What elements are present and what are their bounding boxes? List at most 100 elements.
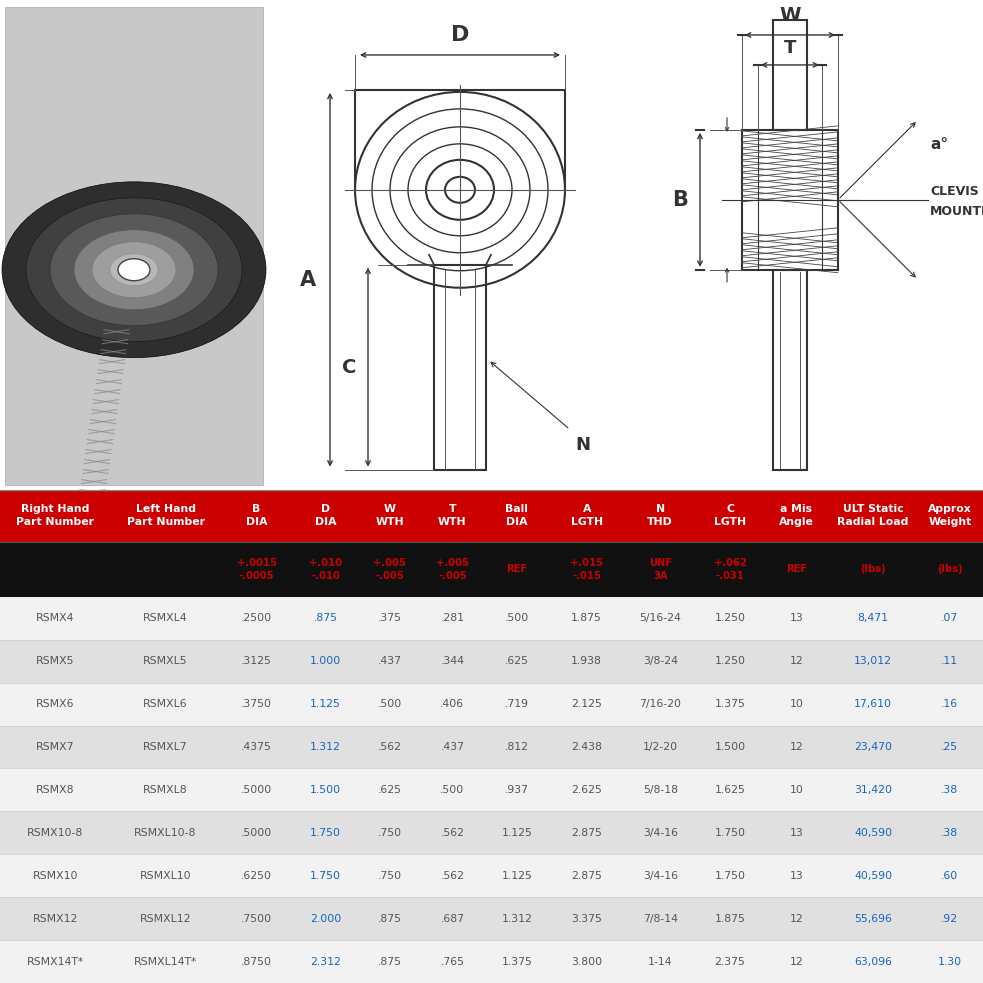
Text: 3.800: 3.800 bbox=[571, 956, 603, 966]
Text: RSMXL8: RSMXL8 bbox=[144, 784, 188, 795]
Text: .812: .812 bbox=[505, 742, 529, 752]
Ellipse shape bbox=[74, 230, 194, 310]
Text: 2.875: 2.875 bbox=[571, 871, 603, 881]
Text: .500: .500 bbox=[440, 784, 465, 795]
Text: W
WTH: W WTH bbox=[376, 504, 404, 527]
Text: Ball
DIA: Ball DIA bbox=[505, 504, 528, 527]
Bar bbox=[0, 811, 983, 854]
Text: A: A bbox=[300, 269, 316, 290]
Text: REF: REF bbox=[506, 564, 527, 574]
Text: 3/8-24: 3/8-24 bbox=[643, 657, 677, 666]
Text: +.062
-.031: +.062 -.031 bbox=[714, 558, 746, 581]
Text: 1.750: 1.750 bbox=[715, 871, 746, 881]
Text: .562: .562 bbox=[440, 828, 464, 838]
Text: 3/4-16: 3/4-16 bbox=[643, 871, 677, 881]
Text: .8750: .8750 bbox=[241, 956, 272, 966]
Text: +.005
-.005: +.005 -.005 bbox=[374, 558, 406, 581]
Text: RSMX12: RSMX12 bbox=[32, 913, 78, 924]
Text: +.0015
-.0005: +.0015 -.0005 bbox=[237, 558, 276, 581]
Text: 2.125: 2.125 bbox=[571, 699, 603, 709]
Text: .344: .344 bbox=[440, 657, 464, 666]
Text: 3.375: 3.375 bbox=[571, 913, 603, 924]
Text: .4375: .4375 bbox=[241, 742, 272, 752]
Text: .38: .38 bbox=[942, 828, 958, 838]
Text: 1.500: 1.500 bbox=[310, 784, 341, 795]
Text: 1.30: 1.30 bbox=[938, 956, 962, 966]
Text: 1.625: 1.625 bbox=[715, 784, 745, 795]
Bar bbox=[773, 20, 807, 130]
Text: N
THD: N THD bbox=[648, 504, 673, 527]
Text: .25: .25 bbox=[942, 742, 958, 752]
Text: 12: 12 bbox=[789, 742, 803, 752]
Text: 2.000: 2.000 bbox=[310, 913, 341, 924]
Text: CLEVIS: CLEVIS bbox=[930, 186, 979, 199]
Text: RSMXL10: RSMXL10 bbox=[140, 871, 192, 881]
Text: 1.312: 1.312 bbox=[310, 742, 341, 752]
Text: 1.125: 1.125 bbox=[310, 699, 341, 709]
Text: .937: .937 bbox=[505, 784, 529, 795]
Text: 8,471: 8,471 bbox=[857, 613, 889, 623]
Text: a Mis
Angle: a Mis Angle bbox=[779, 504, 814, 527]
Text: Left Hand
Part Number: Left Hand Part Number bbox=[127, 504, 204, 527]
Text: 2.438: 2.438 bbox=[571, 742, 603, 752]
Text: .562: .562 bbox=[440, 871, 464, 881]
Text: .625: .625 bbox=[377, 784, 402, 795]
Text: 13: 13 bbox=[789, 828, 803, 838]
Text: (lbs): (lbs) bbox=[937, 564, 962, 574]
Text: RSMXL7: RSMXL7 bbox=[144, 742, 188, 752]
Text: RSMX4: RSMX4 bbox=[36, 613, 75, 623]
Text: 1.500: 1.500 bbox=[715, 742, 746, 752]
Text: RSMX5: RSMX5 bbox=[36, 657, 75, 666]
Text: .07: .07 bbox=[942, 613, 958, 623]
Text: 10: 10 bbox=[789, 784, 803, 795]
Text: 5/16-24: 5/16-24 bbox=[639, 613, 681, 623]
Text: 17,610: 17,610 bbox=[854, 699, 893, 709]
Text: +.005
-.005: +.005 -.005 bbox=[436, 558, 469, 581]
Text: 2.375: 2.375 bbox=[715, 956, 745, 966]
Text: .60: .60 bbox=[942, 871, 958, 881]
Text: 12: 12 bbox=[789, 657, 803, 666]
Text: RSMXL4: RSMXL4 bbox=[144, 613, 188, 623]
Text: .625: .625 bbox=[505, 657, 529, 666]
Text: .38: .38 bbox=[942, 784, 958, 795]
Text: RSMXL14T*: RSMXL14T* bbox=[134, 956, 198, 966]
Text: 2.625: 2.625 bbox=[571, 784, 603, 795]
Text: RSMXL6: RSMXL6 bbox=[144, 699, 188, 709]
Text: 10: 10 bbox=[789, 699, 803, 709]
Bar bbox=[0, 682, 983, 725]
Text: 3/4-16: 3/4-16 bbox=[643, 828, 677, 838]
Text: 1.375: 1.375 bbox=[501, 956, 532, 966]
Text: 5/8-18: 5/8-18 bbox=[643, 784, 677, 795]
Text: 40,590: 40,590 bbox=[854, 871, 893, 881]
Text: +.015
-.015: +.015 -.015 bbox=[570, 558, 604, 581]
Text: 23,470: 23,470 bbox=[854, 742, 893, 752]
Text: 7/8-14: 7/8-14 bbox=[643, 913, 677, 924]
Text: 1.125: 1.125 bbox=[501, 828, 532, 838]
Bar bbox=[0, 854, 983, 897]
Text: 13: 13 bbox=[789, 613, 803, 623]
Text: a°: a° bbox=[930, 138, 949, 152]
Text: 1.875: 1.875 bbox=[571, 613, 603, 623]
Bar bbox=[434, 264, 486, 470]
Ellipse shape bbox=[92, 242, 176, 298]
Text: .500: .500 bbox=[504, 613, 529, 623]
Text: MOUNTED: MOUNTED bbox=[930, 205, 983, 218]
Text: .750: .750 bbox=[377, 828, 402, 838]
Text: RSMXL5: RSMXL5 bbox=[144, 657, 188, 666]
Text: .375: .375 bbox=[377, 613, 402, 623]
Text: .562: .562 bbox=[377, 742, 402, 752]
Ellipse shape bbox=[2, 182, 266, 358]
Text: .5000: .5000 bbox=[241, 828, 272, 838]
Text: 1.312: 1.312 bbox=[501, 913, 532, 924]
Text: RSMX10-8: RSMX10-8 bbox=[28, 828, 84, 838]
Text: W: W bbox=[780, 6, 801, 25]
Text: C: C bbox=[342, 358, 356, 376]
Text: 12: 12 bbox=[789, 913, 803, 924]
Text: 1.125: 1.125 bbox=[501, 871, 532, 881]
Bar bbox=[0, 940, 983, 983]
Text: .7500: .7500 bbox=[241, 913, 272, 924]
Text: .16: .16 bbox=[942, 699, 958, 709]
Text: +.010
-.010: +.010 -.010 bbox=[309, 558, 342, 581]
Text: .687: .687 bbox=[440, 913, 464, 924]
Text: 1.250: 1.250 bbox=[715, 657, 746, 666]
